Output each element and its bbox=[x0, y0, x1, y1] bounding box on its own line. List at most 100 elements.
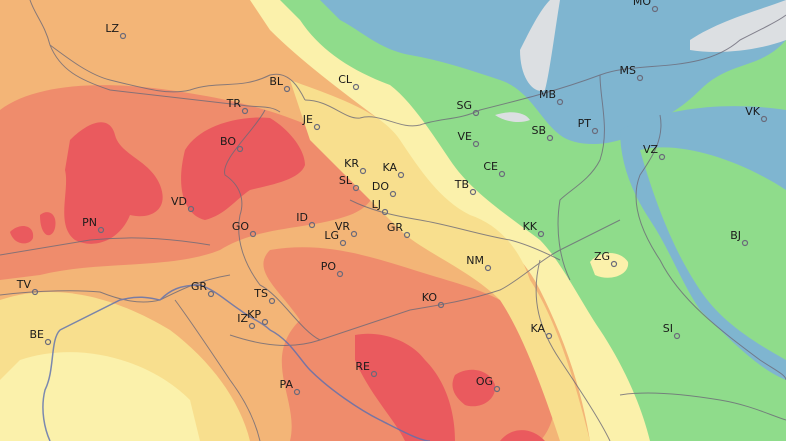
city-marker-nm[interactable]: NM bbox=[466, 254, 492, 272]
city-label: CL bbox=[338, 73, 353, 86]
city-dot bbox=[610, 260, 618, 268]
city-label: JE bbox=[302, 113, 313, 126]
city-dot bbox=[397, 171, 405, 179]
border-line bbox=[49, 44, 281, 113]
city-marker-be[interactable]: BE bbox=[30, 328, 52, 346]
city-marker-iz[interactable]: IZ bbox=[237, 312, 256, 330]
city-dot bbox=[381, 208, 389, 216]
city-dot bbox=[352, 83, 360, 91]
city-marker-sb[interactable]: SB bbox=[531, 124, 554, 142]
city-dot bbox=[336, 270, 344, 278]
field-pale-zg bbox=[590, 253, 629, 278]
city-label: OG bbox=[476, 375, 493, 388]
city-label: MB bbox=[539, 88, 556, 101]
city-marker-ms[interactable]: MS bbox=[620, 64, 644, 82]
city-dot bbox=[350, 230, 358, 238]
city-marker-gr[interactable]: GR bbox=[191, 280, 215, 298]
city-label: VK bbox=[745, 105, 761, 118]
city-dot bbox=[236, 145, 244, 153]
city-marker-ka[interactable]: KA bbox=[530, 322, 553, 340]
city-dot bbox=[545, 332, 553, 340]
city-marker-tv[interactable]: TV bbox=[16, 278, 39, 296]
city-marker-go[interactable]: GO bbox=[232, 220, 257, 238]
city-dot bbox=[403, 231, 411, 239]
city-dot bbox=[636, 74, 644, 82]
border-line bbox=[557, 74, 605, 281]
city-marker-lz[interactable]: LZ bbox=[105, 22, 127, 40]
city-marker-sg[interactable]: SG bbox=[456, 99, 480, 117]
city-marker-ce[interactable]: CE bbox=[483, 160, 506, 178]
city-label: PA bbox=[280, 378, 294, 391]
city-marker-re[interactable]: RE bbox=[355, 360, 378, 378]
city-marker-po[interactable]: PO bbox=[321, 260, 344, 278]
city-marker-do[interactable]: DO bbox=[372, 180, 397, 198]
city-marker-bj[interactable]: BJ bbox=[730, 229, 749, 247]
city-marker-cl[interactable]: CL bbox=[338, 73, 360, 91]
city-marker-vd[interactable]: VD bbox=[171, 195, 195, 213]
city-marker-zg[interactable]: ZG bbox=[594, 250, 618, 268]
city-marker-lg[interactable]: LG bbox=[324, 229, 347, 247]
city-label: NM bbox=[466, 254, 484, 267]
city-label: PN bbox=[82, 216, 97, 229]
field-green-inner-east bbox=[640, 147, 786, 360]
city-dot bbox=[651, 5, 659, 13]
city-dot bbox=[591, 127, 599, 135]
city-marker-bl[interactable]: BL bbox=[269, 75, 291, 93]
field-hot-southeast bbox=[500, 430, 545, 441]
city-marker-kp[interactable]: KP bbox=[247, 308, 269, 326]
city-label: PO bbox=[321, 260, 337, 273]
border-line bbox=[174, 299, 261, 441]
city-marker-je[interactable]: JE bbox=[302, 113, 321, 131]
city-dot bbox=[437, 301, 445, 309]
city-marker-sl[interactable]: SL bbox=[339, 174, 360, 192]
city-marker-vz[interactable]: VZ bbox=[643, 143, 666, 161]
city-marker-mo[interactable]: MO bbox=[633, 0, 659, 13]
border-line bbox=[349, 199, 561, 261]
city-label: SI bbox=[663, 322, 673, 335]
city-marker-vk[interactable]: VK bbox=[745, 105, 768, 123]
city-marker-bo[interactable]: BO bbox=[220, 135, 244, 153]
city-marker-tr[interactable]: TR bbox=[226, 97, 249, 115]
city-marker-lj[interactable]: LJ bbox=[372, 198, 389, 216]
city-marker-pn[interactable]: PN bbox=[82, 216, 105, 234]
city-dot bbox=[261, 318, 269, 326]
city-marker-kk[interactable]: KK bbox=[523, 220, 545, 238]
city-marker-ko[interactable]: KO bbox=[422, 291, 445, 309]
city-dot bbox=[493, 385, 501, 393]
city-marker-si[interactable]: SI bbox=[663, 322, 681, 340]
city-dot bbox=[469, 188, 477, 196]
city-marker-gr[interactable]: GR bbox=[387, 221, 411, 239]
city-label: VE bbox=[458, 130, 473, 143]
field-grey-northeast bbox=[690, 0, 786, 52]
city-label: IZ bbox=[237, 312, 248, 325]
city-marker-kr[interactable]: KR bbox=[344, 157, 367, 175]
city-label: VR bbox=[335, 220, 351, 233]
city-label: PT bbox=[578, 117, 592, 130]
city-marker-id[interactable]: ID bbox=[296, 211, 316, 229]
city-label: KA bbox=[382, 161, 397, 174]
city-marker-pa[interactable]: PA bbox=[280, 378, 301, 396]
city-marker-pt[interactable]: PT bbox=[578, 117, 599, 135]
city-marker-vr[interactable]: VR bbox=[335, 220, 358, 238]
city-marker-ts[interactable]: TS bbox=[253, 287, 276, 305]
city-marker-og[interactable]: OG bbox=[476, 375, 501, 393]
city-marker-mb[interactable]: MB bbox=[539, 88, 564, 106]
city-marker-ka[interactable]: KA bbox=[382, 161, 405, 179]
city-dot bbox=[119, 32, 127, 40]
city-label: TR bbox=[226, 97, 242, 110]
city-dot bbox=[537, 230, 545, 238]
city-dot bbox=[673, 332, 681, 340]
city-marker-ve[interactable]: VE bbox=[458, 130, 480, 148]
field-hot-center bbox=[181, 117, 305, 220]
field-blue-north bbox=[320, 0, 786, 145]
city-dot bbox=[268, 297, 276, 305]
city-label: LZ bbox=[105, 22, 119, 35]
city-marker-tb[interactable]: TB bbox=[454, 178, 477, 196]
city-label: GR bbox=[387, 221, 404, 234]
border-line bbox=[29, 0, 306, 101]
border-line bbox=[635, 114, 786, 381]
city-label: SL bbox=[339, 174, 353, 187]
